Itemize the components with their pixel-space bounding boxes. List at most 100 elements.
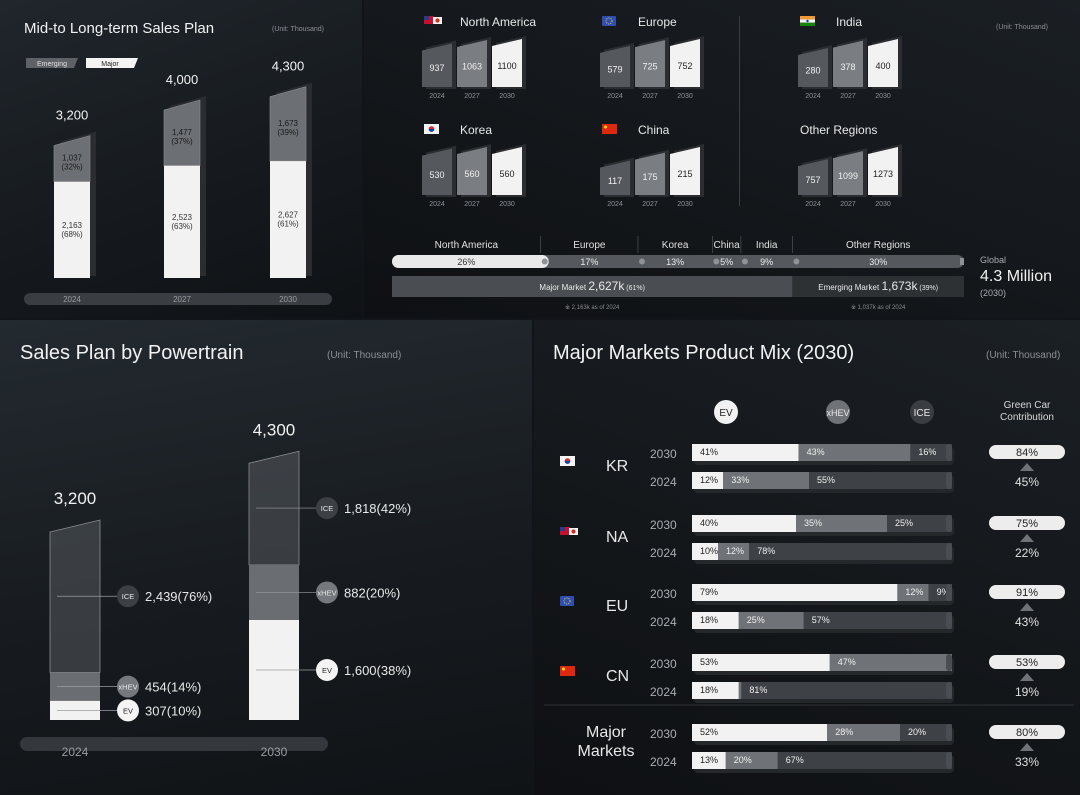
bar-label-emerging: 1,477 (37%) xyxy=(171,128,193,146)
xhev-header-label: xHEV xyxy=(826,408,849,418)
xhev-header-badge xyxy=(826,400,850,424)
mini-bar-value: 1099 xyxy=(838,171,858,181)
segment-ev xyxy=(692,612,739,629)
powertrain-panel: Sales Plan by Powertrain (Unit: Thousand… xyxy=(0,320,532,795)
row-end-cap xyxy=(946,612,952,629)
market-name: NA xyxy=(606,529,629,546)
segment-label-ice: 16% xyxy=(918,447,936,457)
green-contribution-2030: 84% xyxy=(1016,447,1038,459)
segment-xhev xyxy=(738,612,804,629)
row-year: 2030 xyxy=(650,727,677,741)
unit-label: (Unit: Thousand) xyxy=(986,350,1061,361)
share-dot xyxy=(541,258,548,265)
year-tick: 2027 xyxy=(642,201,658,208)
year-tick: 2024 xyxy=(805,93,821,100)
row-end-cap xyxy=(946,724,952,741)
segment-value-xhev: 882(20%) xyxy=(344,585,400,600)
mini-bar-value: 560 xyxy=(499,169,514,179)
green-contribution-2024: 33% xyxy=(1015,755,1039,769)
green-contribution-2030: 80% xyxy=(1016,727,1038,739)
share-label: Europe xyxy=(573,240,606,251)
segment-ev xyxy=(692,682,739,699)
year-tick: 2027 xyxy=(173,295,191,304)
segment-label-ice: 55% xyxy=(817,475,835,485)
bar-total: 4,000 xyxy=(166,72,199,87)
segment-value-ice: 2,439(76%) xyxy=(145,589,212,604)
powertrain-chart: 3,200 2024 EV 307(10%) xHEV 454(14%) ICE 2,439(… xyxy=(20,420,411,759)
segment-ev xyxy=(692,472,724,489)
bar-segment-major xyxy=(164,165,200,278)
mini-bar-value: 757 xyxy=(805,175,820,185)
segment-ev xyxy=(692,515,796,532)
mid-long-term-chart: Emerging Major 1,037 (32%) 2,163 (68%) 3,200 2… xyxy=(24,58,332,305)
green-contribution-2030: 75% xyxy=(1016,518,1038,530)
year-tick: 2027 xyxy=(840,201,856,208)
increase-arrow-icon xyxy=(1020,743,1034,751)
legend-emerging-swatch xyxy=(26,58,78,68)
segment-ev xyxy=(692,543,718,560)
segment-label-ice: 9% xyxy=(937,587,950,597)
xhev-badge xyxy=(316,581,338,604)
legend-major-swatch xyxy=(86,58,138,68)
ice-badge xyxy=(117,585,139,608)
segment-label-ice: 67% xyxy=(786,755,804,765)
major-market-label: Major Market 2,627k (61%) xyxy=(539,279,645,293)
year-tick: 2030 xyxy=(279,295,297,304)
share-dot xyxy=(638,258,645,265)
market-group: Major Markets 2030 52% 28% 20% 80% 2024 13% 20% 67… xyxy=(544,704,1074,773)
segment-label-ice: 81% xyxy=(749,685,767,695)
segment-ice xyxy=(887,515,952,532)
market-group: KR 2030 41% 43% 16% 84% 2024 12% 33% 55% 45% xyxy=(560,444,1065,493)
segment-label-xhev: 43% xyxy=(807,447,825,457)
year-tick: 2024 xyxy=(607,93,623,100)
green-contribution-pill xyxy=(989,655,1065,669)
year-tick: 2030 xyxy=(499,93,515,100)
unit-label: (Unit: Thousand) xyxy=(272,26,325,33)
panel-title: Major Markets Product Mix (2030) xyxy=(553,342,855,364)
panel-title: Mid-to Long-term Sales Plan xyxy=(24,20,215,37)
region-europe: Europe 579 2024 725 2027 752 2030 xyxy=(600,15,704,100)
bar-total: 3,200 xyxy=(54,489,97,508)
year-tick: 2024 xyxy=(429,201,445,208)
region-other-regions: Other Regions 757 2024 1099 2027 1273 2030 xyxy=(798,123,902,208)
segment-ev xyxy=(692,654,830,671)
segment-label-xhev: 47% xyxy=(838,657,856,667)
eu-flag-icon xyxy=(560,596,574,606)
unit-label: (Unit: Thousand) xyxy=(996,24,1049,31)
market-name: Major Markets xyxy=(578,724,635,760)
mini-bar xyxy=(798,48,828,87)
row-end-cap xyxy=(946,654,952,671)
share-value: 17% xyxy=(580,257,598,267)
share-dot xyxy=(793,258,800,265)
bar-label-emerging: 1,037 (32%) xyxy=(61,154,83,172)
segment-label-ev: 52% xyxy=(700,727,718,737)
share-label: India xyxy=(756,240,778,251)
year-tick: 2027 xyxy=(840,93,856,100)
ice-badge xyxy=(316,497,338,520)
eu-flag-icon xyxy=(602,16,616,26)
segment-xhev xyxy=(718,543,750,560)
green-contribution-2024: 43% xyxy=(1015,615,1039,629)
year-axis-strip xyxy=(20,737,328,751)
share-value: 26% xyxy=(457,257,475,267)
market-name: KR xyxy=(606,458,628,475)
segment-value-xhev: 454(14%) xyxy=(145,680,201,695)
year-tick: 2030 xyxy=(875,93,891,100)
segment-value-ev: 1,600(38%) xyxy=(344,663,411,678)
eu-stars xyxy=(563,597,571,605)
legend-major-label: Major xyxy=(101,61,119,68)
mini-bar-value: 117 xyxy=(608,176,622,186)
row-year: 2024 xyxy=(650,615,677,629)
increase-arrow-icon xyxy=(1020,463,1034,471)
row-end-cap xyxy=(946,752,952,769)
mini-bar-value: 1063 xyxy=(462,62,482,72)
ca-leaf xyxy=(435,18,440,23)
mini-bar xyxy=(833,40,863,87)
segment-xhev xyxy=(725,752,778,769)
bar-label-major: 2,627 (61%) xyxy=(277,211,299,229)
bar-segment-major xyxy=(270,161,306,278)
segment-label-ev: 40% xyxy=(700,518,718,528)
bar-label-major: 2,523 (63%) xyxy=(171,213,193,231)
bar-total: 4,300 xyxy=(272,59,305,74)
segment-label-xhev: 28% xyxy=(835,727,853,737)
